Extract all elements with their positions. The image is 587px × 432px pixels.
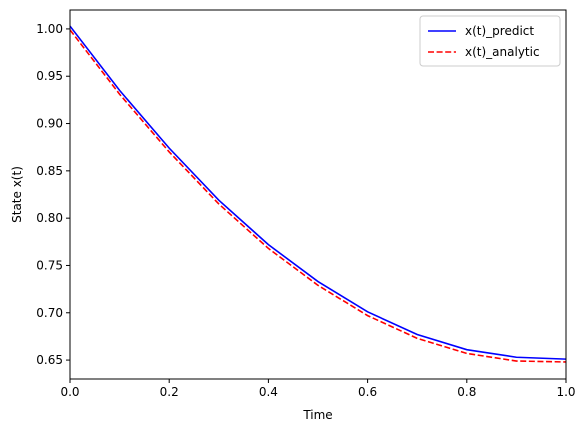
legend: x(t)_predict x(t)_analytic xyxy=(419,15,561,67)
axes-frame xyxy=(69,9,567,380)
x-tick-label: 0.0 xyxy=(60,385,79,399)
y-tick-label: 0.65 xyxy=(36,353,63,367)
x-tick-label: 0.8 xyxy=(457,385,476,399)
x-axis-ticks: 0.0 0.2 0.4 0.6 0.8 1.0 xyxy=(60,379,576,399)
y-tick-label: 0.80 xyxy=(36,211,63,225)
series-line-0 xyxy=(70,25,566,360)
y-tick-label: 0.90 xyxy=(36,117,63,131)
x-tick-label: 0.6 xyxy=(358,385,377,399)
y-tick-label: 1.00 xyxy=(36,22,63,36)
y-tick-label: 0.85 xyxy=(36,164,63,178)
x-tick-label: 0.4 xyxy=(259,385,278,399)
plot-lines xyxy=(70,25,566,363)
y-tick-label: 0.75 xyxy=(36,258,63,272)
legend-label-1: x(t)_analytic xyxy=(465,45,540,59)
y-axis-ticks: 0.65 0.70 0.75 0.80 0.85 0.90 0.95 1.00 xyxy=(36,22,70,367)
y-tick-label: 0.95 xyxy=(36,69,63,83)
legend-box xyxy=(419,15,561,67)
y-tick-label: 0.70 xyxy=(36,306,63,320)
x-tick-label: 0.2 xyxy=(160,385,179,399)
y-axis-label: State x(t) xyxy=(10,166,24,223)
x-tick-label: 1.0 xyxy=(556,385,575,399)
series-line-1 xyxy=(70,29,566,363)
legend-label-0: x(t)_predict xyxy=(465,24,534,38)
x-axis-label: Time xyxy=(302,408,332,422)
